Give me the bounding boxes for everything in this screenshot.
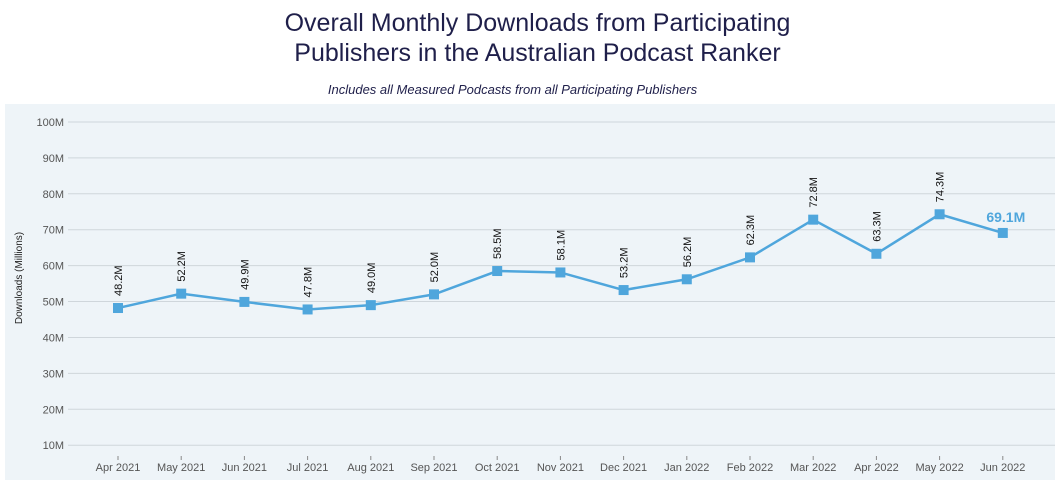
data-point bbox=[808, 214, 819, 225]
data-point bbox=[745, 252, 755, 263]
data-point bbox=[176, 288, 187, 299]
data-label: 69.1M bbox=[986, 209, 1025, 225]
x-tick-label: Mar 2022 bbox=[790, 462, 836, 474]
y-tick-label: 30M bbox=[43, 368, 64, 380]
data-point bbox=[555, 267, 566, 278]
x-tick-label: Oct 2021 bbox=[475, 462, 520, 474]
data-point bbox=[302, 304, 313, 315]
x-tick-label: May 2022 bbox=[915, 462, 963, 474]
chart-subtitle: Includes all Measured Podcasts from all … bbox=[327, 82, 698, 97]
data-points bbox=[113, 209, 1008, 315]
y-tick-label: 70M bbox=[43, 225, 64, 237]
y-tick-label: 50M bbox=[43, 297, 64, 309]
y-tick-label: 40M bbox=[43, 332, 64, 344]
data-labels: 48.2M 52.2M 49.9M 47.8M 49.0M 52.0M 58.5M 58.1M… bbox=[113, 172, 1025, 298]
x-tick-label: Jan 2022 bbox=[664, 462, 709, 474]
data-label: 72.8M bbox=[808, 177, 820, 208]
x-tick-label: Apr 2022 bbox=[854, 462, 899, 474]
x-tick-label: Jun 2022 bbox=[980, 462, 1025, 474]
data-point bbox=[492, 266, 503, 277]
data-point bbox=[681, 274, 692, 285]
data-point bbox=[618, 285, 629, 296]
x-tick-label: Apr 2021 bbox=[96, 462, 141, 474]
y-tick-label: 20M bbox=[43, 404, 64, 416]
data-point bbox=[113, 303, 123, 314]
y-tick-label: 100M bbox=[36, 117, 64, 129]
gridlines bbox=[68, 121, 1055, 446]
data-label: 56.2M bbox=[682, 237, 694, 268]
x-axis-ticks: Apr 2021 May 2021 Jun 2021 Jul 2021 Aug 2021… bbox=[96, 456, 1025, 474]
data-point bbox=[239, 296, 250, 307]
plot-background bbox=[5, 104, 1055, 480]
x-tick-label: Aug 2021 bbox=[347, 462, 394, 474]
x-tick-label: Jul 2021 bbox=[287, 462, 329, 474]
data-label: 48.2M bbox=[113, 265, 125, 296]
x-tick-label: Jun 2021 bbox=[222, 462, 267, 474]
y-tick-label: 80M bbox=[43, 189, 64, 201]
data-point bbox=[871, 248, 882, 259]
chart-title-line-1: Overall Monthly Downloads from Participa… bbox=[284, 9, 791, 37]
x-tick-label: Feb 2022 bbox=[727, 462, 773, 474]
data-label: 58.5M bbox=[492, 228, 504, 259]
y-tick-label: 90M bbox=[43, 153, 64, 165]
data-point bbox=[365, 300, 376, 311]
y-tick-label: 10M bbox=[43, 440, 64, 452]
y-axis-label: Downloads (Millions) bbox=[14, 232, 25, 324]
data-label: 52.2M bbox=[176, 251, 188, 282]
data-label: 49.0M bbox=[366, 263, 378, 294]
data-label: 47.8M bbox=[303, 267, 315, 298]
data-label: 58.1M bbox=[555, 230, 567, 261]
x-tick-label: Dec 2021 bbox=[600, 462, 647, 474]
x-tick-label: May 2021 bbox=[157, 462, 205, 474]
x-tick-label: Sep 2021 bbox=[410, 462, 457, 474]
data-label: 52.0M bbox=[429, 252, 441, 283]
y-tick-label: 60M bbox=[43, 261, 64, 273]
data-point bbox=[934, 209, 945, 220]
x-tick-label: Nov 2021 bbox=[537, 462, 584, 474]
data-point bbox=[997, 227, 1008, 238]
data-label: 53.2M bbox=[619, 247, 631, 278]
chart-title: Overall Monthly Downloads from Participa… bbox=[0, 8, 1058, 68]
data-label: 49.9M bbox=[239, 259, 251, 290]
data-label: 63.3M bbox=[871, 211, 883, 242]
y-axis-ticks: 10M 20M 30M 40M 50M 60M 70M 80M 90M 100M bbox=[36, 117, 64, 452]
chart-title-line-2: Publishers in the Australian Podcast Ran… bbox=[294, 39, 781, 67]
data-label: 74.3M bbox=[935, 172, 947, 203]
data-point bbox=[429, 289, 439, 300]
data-label: 62.3M bbox=[745, 215, 757, 246]
